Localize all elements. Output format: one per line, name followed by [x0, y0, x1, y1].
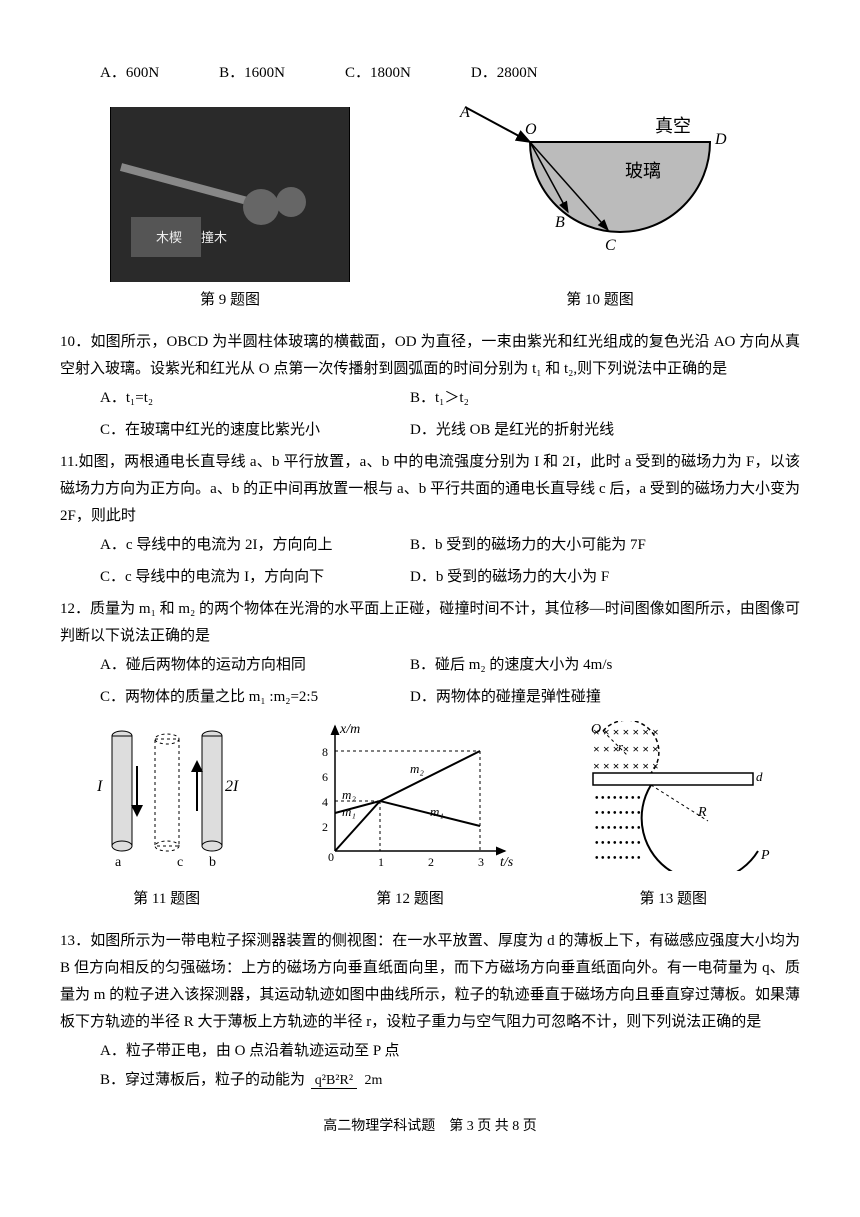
svg-text:2: 2 — [428, 855, 434, 869]
svg-text:真空: 真空 — [655, 116, 691, 136]
q9-opt-d: D．2800N — [471, 60, 538, 87]
svg-text:O: O — [525, 121, 537, 138]
q13-opt-a: A．粒子带正电，由 O 点沿着轨迹运动至 P 点 — [60, 1038, 800, 1065]
figures-9-10: 木楔 撞木 第 9 题图 A O D B C 真空 玻璃 第 10 题图 — [60, 102, 800, 314]
fig10-svg: A O D B C 真空 玻璃 — [450, 102, 750, 272]
svg-text:2: 2 — [322, 820, 328, 834]
fig10-caption: 第 10 题图 — [450, 287, 750, 314]
q9-opt-c: C．1800N — [345, 60, 411, 87]
fig9-image: 木楔 撞木 — [110, 107, 350, 282]
svg-text:1: 1 — [378, 855, 384, 869]
q9-opt-a: A．600N — [100, 60, 159, 87]
fig11-block: I 2I a c b 第 11 题图 — [87, 721, 247, 913]
q12-opt-a: A．碰后两物体的运动方向相同 — [100, 652, 410, 679]
svg-text:A: A — [459, 104, 470, 121]
q9-options: A．600N B．1600N C．1800N D．2800N — [60, 60, 800, 87]
svg-text:• • • • • • • •: • • • • • • • • — [595, 823, 641, 834]
q11-opt-d: D．b 受到的磁场力的大小为 F — [410, 564, 609, 591]
q13-opt-b: B．穿过薄板后，粒子的动能为 q²B²R² 2m — [60, 1067, 800, 1094]
fig11-caption: 第 11 题图 — [87, 886, 247, 913]
svg-text:撞木: 撞木 — [201, 230, 227, 245]
svg-text:2I: 2I — [225, 778, 239, 795]
svg-text:4: 4 — [322, 795, 328, 809]
q10-opts-cd: C．在玻璃中红光的速度比紫光小 D．光线 OB 是红光的折射光线 — [60, 417, 800, 444]
fig9-block: 木楔 撞木 第 9 题图 — [110, 107, 350, 314]
svg-text:m₂: m₂ — [342, 787, 356, 802]
svg-text:× × × × × × ×: × × × × × × × — [593, 759, 659, 773]
svg-text:B: B — [555, 214, 565, 231]
fraction-icon: q²B²R² 2m — [311, 1068, 387, 1093]
svg-text:木楔: 木楔 — [156, 230, 182, 245]
fig9-caption: 第 9 题图 — [110, 287, 350, 314]
svg-text:• • • • • • • •: • • • • • • • • — [595, 793, 641, 804]
q13-opt-b-prefix: B．穿过薄板后，粒子的动能为 — [100, 1072, 309, 1088]
q12-opt-b: B．碰后 m₂ 的速度大小为 4m/s — [410, 652, 612, 679]
q10-opt-a: A．t₁=t₂ — [100, 385, 410, 412]
q11-opt-a: A．c 导线中的电流为 2I，方向向上 — [100, 532, 410, 559]
svg-text:c: c — [177, 855, 183, 870]
svg-text:m₁: m₁ — [430, 804, 444, 819]
q9-opt-b: B．1600N — [219, 60, 285, 87]
q12-opt-d: D．两物体的碰撞是弹性碰撞 — [410, 684, 601, 711]
svg-text:玻璃: 玻璃 — [625, 161, 661, 181]
q11-opt-b: B．b 受到的磁场力的大小可能为 7F — [410, 532, 646, 559]
fig12-svg: x/m t/s 2 4 6 8 1 2 3 m₁ m₂ m₁ m₂ 0 — [300, 721, 520, 871]
fig12-block: x/m t/s 2 4 6 8 1 2 3 m₁ m₂ m₁ m₂ 0 第 12… — [300, 721, 520, 913]
fig13-caption: 第 13 题图 — [573, 886, 773, 913]
q11-opt-c: C．c 导线中的电流为 I，方向向下 — [100, 564, 410, 591]
q10-opt-b: B．t₁＞t₂ — [410, 385, 469, 412]
fig10-block: A O D B C 真空 玻璃 第 10 题图 — [450, 102, 750, 314]
svg-text:D: D — [714, 131, 727, 148]
fig11-svg: I 2I a c b — [87, 721, 247, 871]
svg-text:d: d — [756, 769, 763, 784]
q13-text: 13．如图所示为一带电粒子探测器装置的侧视图：在一水平放置、厚度为 d 的薄板上… — [60, 928, 800, 1036]
svg-text:• • • • • • • •: • • • • • • • • — [595, 838, 641, 849]
svg-text:× × × × × × ×: × × × × × × × — [593, 725, 659, 739]
fig12-caption: 第 12 题图 — [300, 886, 520, 913]
svg-text:6: 6 — [322, 770, 328, 784]
svg-text:0: 0 — [328, 850, 334, 864]
q10-opt-c: C．在玻璃中红光的速度比紫光小 — [100, 417, 410, 444]
svg-text:m₂: m₂ — [410, 761, 424, 776]
q12-opt-c: C．两物体的质量之比 m₁ :m₂=2:5 — [100, 684, 410, 711]
q11-opts-ab: A．c 导线中的电流为 2I，方向向上 B．b 受到的磁场力的大小可能为 7F — [60, 532, 800, 559]
svg-text:8: 8 — [322, 745, 328, 759]
q10-opts-ab: A．t₁=t₂ B．t₁＞t₂ — [60, 385, 800, 412]
svg-text:x/m: x/m — [339, 722, 360, 737]
svg-text:P: P — [760, 848, 770, 863]
svg-text:b: b — [209, 855, 216, 870]
svg-text:I: I — [96, 778, 103, 795]
svg-text:m₁: m₁ — [342, 804, 356, 819]
q10-opt-d: D．光线 OB 是红光的折射光线 — [410, 417, 614, 444]
svg-text:t/s: t/s — [500, 855, 514, 870]
fig13-block: × × × × × × × × × × × × × × × × × × × × … — [573, 721, 773, 913]
svg-text:3: 3 — [478, 855, 484, 869]
svg-text:C: C — [605, 237, 616, 254]
q11-opts-cd: C．c 导线中的电流为 I，方向向下 D．b 受到的磁场力的大小为 F — [60, 564, 800, 591]
svg-text:a: a — [115, 855, 122, 870]
svg-text:• • • • • • • •: • • • • • • • • — [595, 853, 641, 864]
svg-text:• • • • • • • •: • • • • • • • • — [595, 808, 641, 819]
fig13-svg: × × × × × × × × × × × × × × × × × × × × … — [573, 721, 773, 871]
q12-text: 12．质量为 m₁ 和 m₂ 的两个物体在光滑的水平面上正碰，碰撞时间不计，其位… — [60, 596, 800, 650]
q12-opts-ab: A．碰后两物体的运动方向相同 B．碰后 m₂ 的速度大小为 4m/s — [60, 652, 800, 679]
q12-opts-cd: C．两物体的质量之比 m₁ :m₂=2:5 D．两物体的碰撞是弹性碰撞 — [60, 684, 800, 711]
page-footer: 高二物理学科试题 第 3 页 共 8 页 — [60, 1114, 800, 1139]
q11-text: 11.如图，两根通电长直导线 a、b 平行放置，a、b 中的电流强度分别为 I … — [60, 449, 800, 530]
figures-11-12-13: I 2I a c b 第 11 题图 x/m t/s 2 4 6 8 1 2 3 — [60, 721, 800, 913]
q10-text: 10．如图所示，OBCD 为半圆柱体玻璃的横截面，OD 为直径，一束由紫光和红光… — [60, 329, 800, 383]
svg-text:O: O — [591, 722, 601, 737]
